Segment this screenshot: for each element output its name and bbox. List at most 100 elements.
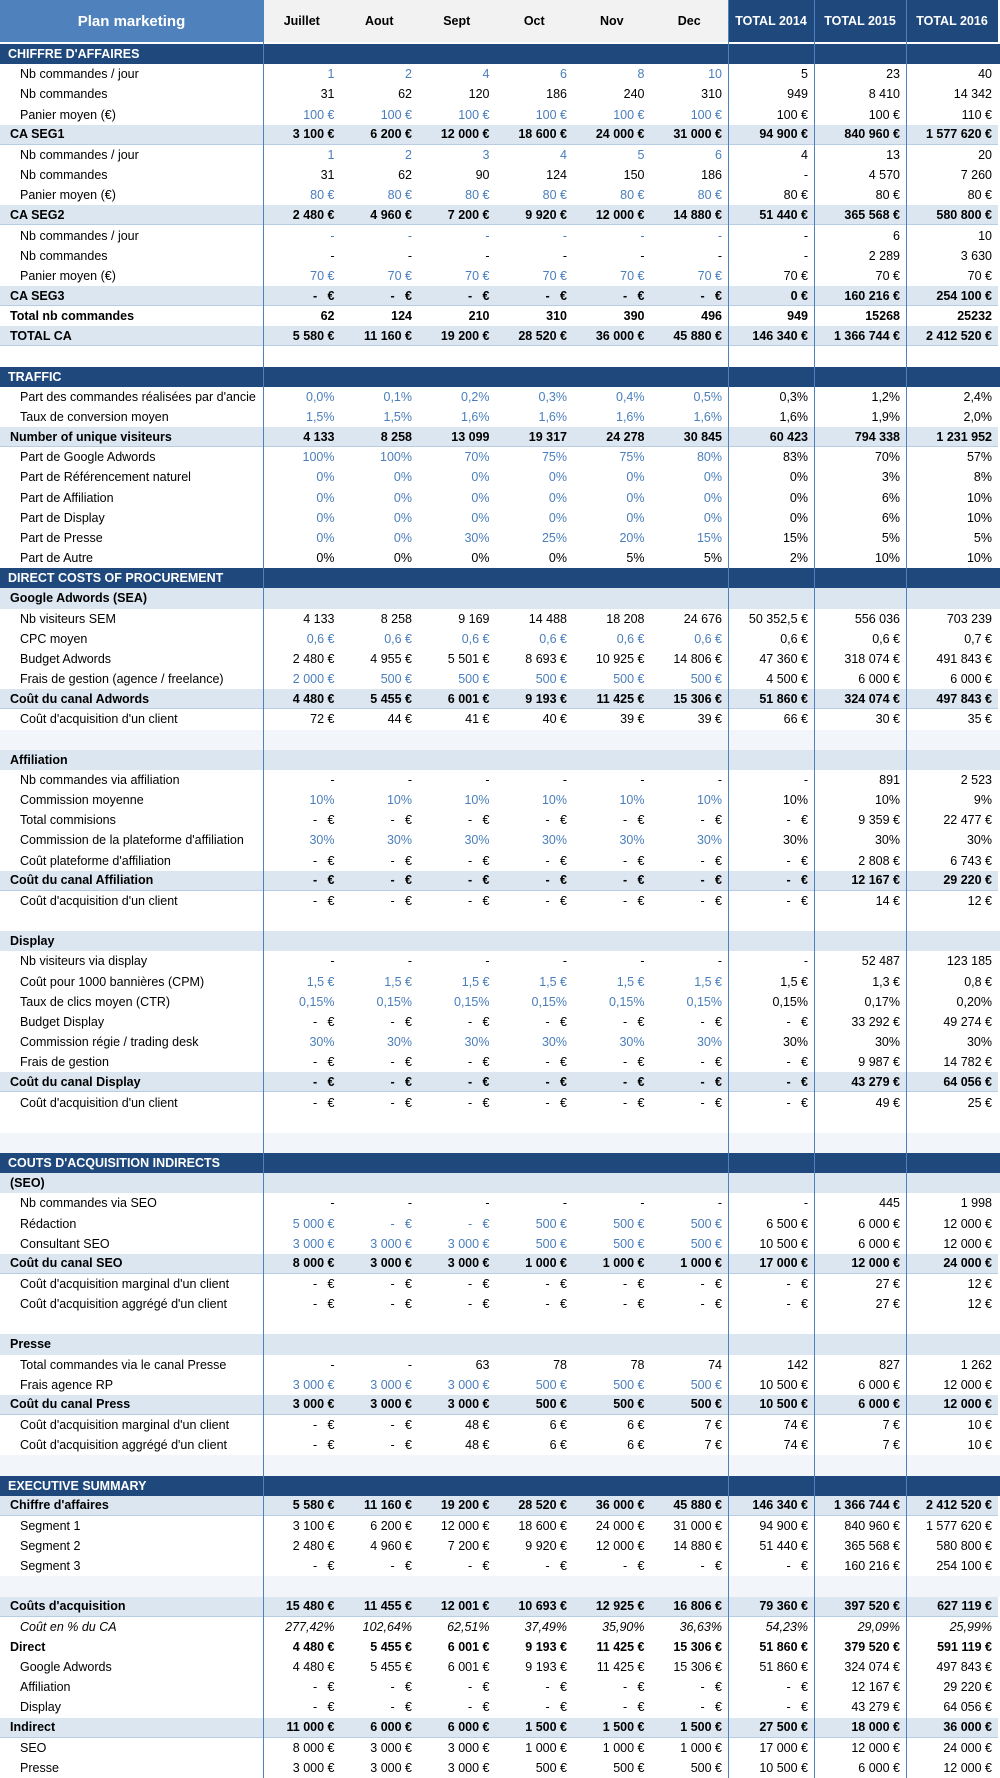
cell: - € [390, 853, 412, 868]
column-header: TOTAL 2015 [814, 0, 906, 42]
cell: 1,5 € [384, 974, 412, 989]
cell: 4 960 € [370, 1539, 412, 1554]
cell: 3% [881, 470, 900, 485]
cell: 1,5 € [694, 974, 722, 989]
row-label: Budget Adwords [20, 651, 112, 666]
cell: 3 000 € [447, 1740, 490, 1755]
cell: - € [545, 1559, 567, 1574]
cell: 0,2% [461, 389, 490, 404]
cell: 40 [978, 67, 992, 82]
cell: 10 693 € [495, 1596, 573, 1617]
cell: 80 € [875, 188, 900, 203]
row-label: Frais de gestion (agence / freelance) [20, 672, 224, 687]
cell: 11 000 € [263, 1717, 341, 1738]
cell: 949 [787, 309, 808, 324]
cell: 78 [630, 1357, 645, 1372]
row-label: Panier moyen (€) [20, 188, 116, 203]
cell: 1 231 952 [906, 427, 998, 448]
cell: 1,5 € [616, 974, 645, 989]
cell: 30% [696, 833, 722, 848]
cell: 6 000 € [858, 1216, 900, 1231]
cell: 1,5 € [306, 974, 335, 989]
cell: 500 € [495, 1394, 573, 1416]
cell: - € [786, 853, 808, 868]
cell: 18 600 € [495, 124, 573, 145]
cell: - € [545, 853, 567, 868]
cell: - [640, 772, 645, 787]
column-header: Aout [340, 0, 418, 42]
cell: 4 480 € [263, 689, 341, 710]
row-label: Part de Autre [20, 551, 93, 566]
cell: 2 808 € [858, 853, 900, 868]
cell: - € [573, 1072, 651, 1093]
cell: 79 360 € [728, 1596, 814, 1617]
cell: 3 630 [960, 248, 992, 263]
cell: 13 099 [418, 427, 496, 448]
cell: 0,15% [454, 994, 490, 1009]
cell: 0% [548, 470, 567, 485]
row-label: Taux de clics moyen (CTR) [20, 994, 171, 1009]
cell: 15% [696, 530, 722, 545]
cell: 12 000 € [851, 1740, 900, 1755]
cell: 64 056 € [906, 1072, 998, 1093]
cell: 186 [701, 168, 722, 183]
cell: 10 € [967, 1438, 992, 1453]
cell: - [640, 1196, 645, 1211]
cell: 6 000 € [858, 1377, 900, 1392]
cell: - € [700, 1055, 722, 1070]
cell: 6 € [549, 1418, 567, 1433]
cell: 30% [386, 1035, 412, 1050]
cell: - [407, 772, 412, 787]
row-label: Coût d'acquisition d'un client [20, 1095, 178, 1110]
cell: 100% [380, 450, 412, 465]
cell: - [803, 168, 808, 183]
cell: 11 425 € [596, 1660, 645, 1675]
cell: 45 880 € [650, 326, 728, 347]
cell: - € [728, 870, 814, 891]
cell: 36,63% [679, 1619, 722, 1634]
cell: 6 € [549, 1438, 567, 1453]
cell: 78 [553, 1357, 567, 1372]
spacer-row [0, 1455, 1000, 1476]
cell: 15 480 € [263, 1596, 341, 1617]
cell: 0% [703, 510, 722, 525]
cell: 254 100 € [906, 285, 998, 307]
row-label: CA SEG1 [0, 124, 263, 145]
cell: 1 500 € [495, 1717, 573, 1738]
cell: 24 000 € [595, 1518, 645, 1533]
cell: 6 000 € [418, 1717, 496, 1738]
cell: - [330, 1357, 335, 1372]
cell: 94 900 € [759, 1518, 808, 1533]
section-header: CHIFFRE D'AFFAIRES [0, 44, 1000, 65]
cell: 5% [881, 530, 900, 545]
cell: 6 001 € [447, 1639, 490, 1654]
cell: 80 € [542, 188, 567, 203]
cell: 11 160 € [340, 1495, 418, 1516]
cell: 50 352,5 € [748, 611, 808, 626]
cell: 100 € [613, 107, 645, 122]
cell: 1 000 € [573, 1253, 651, 1274]
row-label: Segment 1 [20, 1518, 81, 1533]
section-header: TRAFFIC [0, 366, 1000, 387]
cell: - [803, 1196, 808, 1211]
cell: 70 € [875, 268, 900, 283]
row-fill [263, 931, 1000, 952]
cell: 397 520 € [814, 1596, 906, 1617]
cell: 14 488 [528, 611, 567, 626]
cell: 0% [548, 510, 567, 525]
row-label: CA SEG3 [0, 285, 263, 307]
cell: 2% [789, 551, 808, 566]
cell: 2 523 [960, 772, 992, 787]
cell: 11 455 € [340, 1596, 418, 1617]
row-label: Coûts d'acquisition [0, 1596, 263, 1617]
cell: 80 € [967, 188, 992, 203]
cell: 4 133 [303, 611, 335, 626]
cell: 0,17% [864, 994, 900, 1009]
cell: 6% [881, 490, 900, 505]
cell: - [330, 772, 335, 787]
cell: 10% [541, 793, 567, 808]
cell: 0% [471, 470, 490, 485]
cell: 3 100 € [263, 124, 341, 145]
cell: 2 [405, 147, 412, 162]
